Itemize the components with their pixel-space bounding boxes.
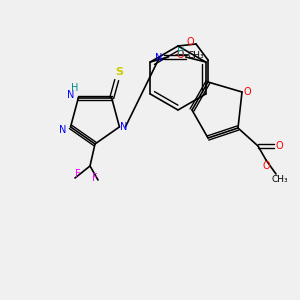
Text: O: O bbox=[186, 37, 194, 47]
Text: H: H bbox=[177, 47, 184, 57]
Text: N: N bbox=[120, 122, 127, 132]
Text: N: N bbox=[67, 90, 74, 100]
Text: F: F bbox=[92, 173, 98, 183]
Text: N: N bbox=[59, 125, 66, 135]
Text: O: O bbox=[243, 87, 251, 97]
Text: F: F bbox=[75, 169, 81, 179]
Text: H: H bbox=[70, 83, 78, 93]
Text: N: N bbox=[155, 53, 162, 63]
Text: O: O bbox=[262, 161, 270, 171]
Text: CH₃: CH₃ bbox=[188, 50, 205, 59]
Text: O: O bbox=[176, 50, 184, 60]
Text: O: O bbox=[275, 141, 283, 151]
Text: S: S bbox=[116, 67, 124, 77]
Text: CH₃: CH₃ bbox=[272, 176, 288, 184]
